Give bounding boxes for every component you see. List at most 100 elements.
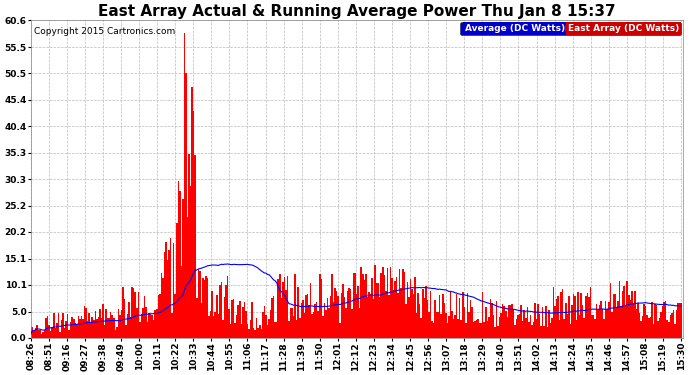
Bar xyxy=(356,294,357,338)
Bar xyxy=(117,309,119,338)
Bar xyxy=(553,287,554,338)
Bar xyxy=(88,314,90,338)
Bar xyxy=(32,327,33,338)
Bar xyxy=(308,306,310,338)
Bar xyxy=(471,307,473,338)
Bar xyxy=(121,310,122,338)
Bar xyxy=(259,325,261,338)
Bar xyxy=(237,306,239,338)
Bar xyxy=(544,326,545,338)
Bar xyxy=(371,278,373,338)
Bar xyxy=(256,318,257,338)
Bar xyxy=(38,330,39,338)
Bar xyxy=(250,320,251,338)
Bar xyxy=(508,306,510,338)
Bar xyxy=(126,325,127,338)
Bar xyxy=(560,292,562,338)
Bar xyxy=(295,274,296,338)
Bar xyxy=(520,306,522,338)
Bar xyxy=(408,297,410,338)
Bar xyxy=(480,323,482,338)
Bar xyxy=(391,278,393,338)
Bar xyxy=(457,319,459,338)
Bar xyxy=(396,277,397,338)
Bar xyxy=(287,276,288,338)
Bar xyxy=(208,316,210,338)
Bar xyxy=(66,321,67,338)
Bar xyxy=(402,269,404,338)
Bar xyxy=(671,313,673,338)
Bar xyxy=(607,309,608,338)
Bar xyxy=(225,285,227,338)
Bar xyxy=(629,300,631,338)
Bar xyxy=(504,306,505,338)
Bar xyxy=(205,276,207,338)
Bar xyxy=(424,298,425,338)
Bar xyxy=(130,318,131,338)
Bar xyxy=(454,315,456,338)
Bar xyxy=(580,293,582,338)
Bar xyxy=(330,296,331,338)
Bar xyxy=(384,275,385,338)
Bar xyxy=(285,290,287,338)
Bar xyxy=(366,297,368,338)
Bar xyxy=(291,308,293,338)
Bar xyxy=(575,321,578,338)
Bar xyxy=(142,308,144,338)
Bar xyxy=(293,316,295,338)
Bar xyxy=(614,294,615,338)
Bar xyxy=(156,309,157,338)
Bar xyxy=(579,315,580,338)
Bar xyxy=(207,278,208,338)
Bar xyxy=(473,321,474,338)
Bar xyxy=(157,295,159,338)
Bar xyxy=(653,324,654,338)
Bar xyxy=(618,301,619,338)
Bar xyxy=(231,300,233,338)
Bar xyxy=(559,320,560,338)
Bar xyxy=(615,308,618,338)
Bar xyxy=(479,323,480,338)
Bar xyxy=(604,319,605,338)
Bar xyxy=(448,316,450,338)
Bar xyxy=(643,304,645,338)
Bar xyxy=(104,325,106,338)
Bar xyxy=(526,307,528,338)
Bar xyxy=(167,260,168,338)
Bar xyxy=(388,296,390,338)
Bar xyxy=(676,310,677,338)
Bar xyxy=(635,309,638,338)
Bar xyxy=(445,314,446,338)
Bar xyxy=(316,302,317,338)
Bar xyxy=(128,303,130,338)
Bar xyxy=(155,310,156,338)
Bar xyxy=(90,322,92,338)
Bar xyxy=(213,316,215,338)
Bar xyxy=(351,309,353,338)
Bar xyxy=(137,292,139,338)
Bar xyxy=(131,287,133,338)
Bar xyxy=(465,323,466,338)
Bar xyxy=(368,292,370,338)
Bar xyxy=(419,304,420,338)
Bar xyxy=(264,306,265,338)
Bar xyxy=(399,269,400,338)
Bar xyxy=(638,303,639,338)
Bar xyxy=(346,291,348,338)
Bar xyxy=(111,315,113,338)
Bar xyxy=(417,293,419,338)
Bar xyxy=(275,322,276,338)
Bar xyxy=(235,323,236,338)
Text: Copyright 2015 Cartronics.com: Copyright 2015 Cartronics.com xyxy=(34,27,175,36)
Bar xyxy=(177,181,179,338)
Bar xyxy=(335,288,336,338)
Bar xyxy=(437,312,439,338)
Bar xyxy=(605,301,607,338)
Bar xyxy=(277,279,279,338)
Bar xyxy=(210,311,211,338)
Bar xyxy=(290,308,291,338)
Bar xyxy=(253,328,255,338)
Bar xyxy=(393,290,394,338)
Bar xyxy=(482,292,484,338)
Bar xyxy=(673,310,674,338)
